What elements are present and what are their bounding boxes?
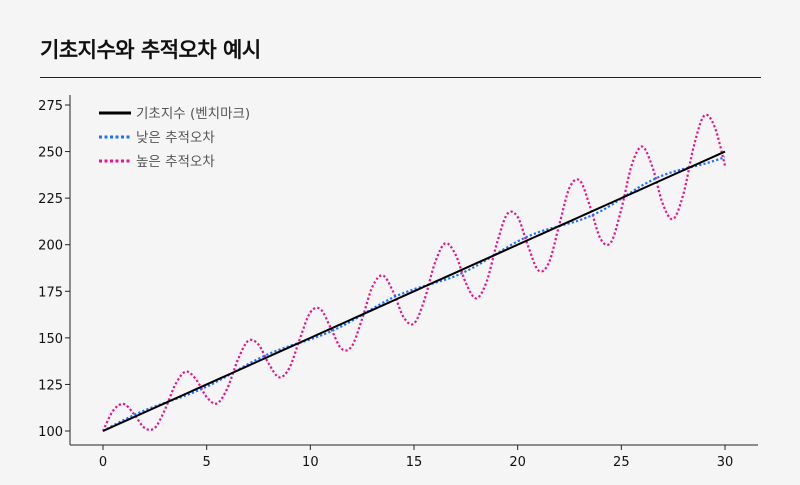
y-tick-label: 150 (38, 332, 63, 347)
chart-title: 기초지수와 추적오차 예시 (40, 38, 261, 62)
x-tick-label: 20 (509, 455, 526, 470)
y-tick-label: 250 (38, 146, 63, 161)
x-tick-label: 10 (302, 455, 319, 470)
series-line-2 (102, 113, 727, 432)
x-tick-label: 15 (406, 455, 423, 470)
x-tick-label: 25 (613, 455, 630, 470)
y-tick-label: 200 (38, 239, 63, 254)
y-tick-label: 100 (38, 425, 63, 440)
y-tick-label: 225 (38, 192, 63, 207)
x-tick-label: 5 (203, 455, 211, 470)
series-line-0 (102, 150, 726, 432)
x-tick-label: 30 (717, 455, 734, 470)
legend-label: 기초지수 (벤치마크) (136, 106, 250, 122)
y-tick-label: 125 (38, 378, 63, 393)
x-tick-label: 0 (99, 455, 107, 470)
y-tick-label: 175 (38, 285, 63, 300)
y-tick-label: 275 (38, 99, 63, 114)
legend-label: 높은 추적오차 (136, 154, 215, 170)
title-divider (40, 77, 761, 78)
legend-label: 낮은 추적오차 (136, 130, 215, 146)
